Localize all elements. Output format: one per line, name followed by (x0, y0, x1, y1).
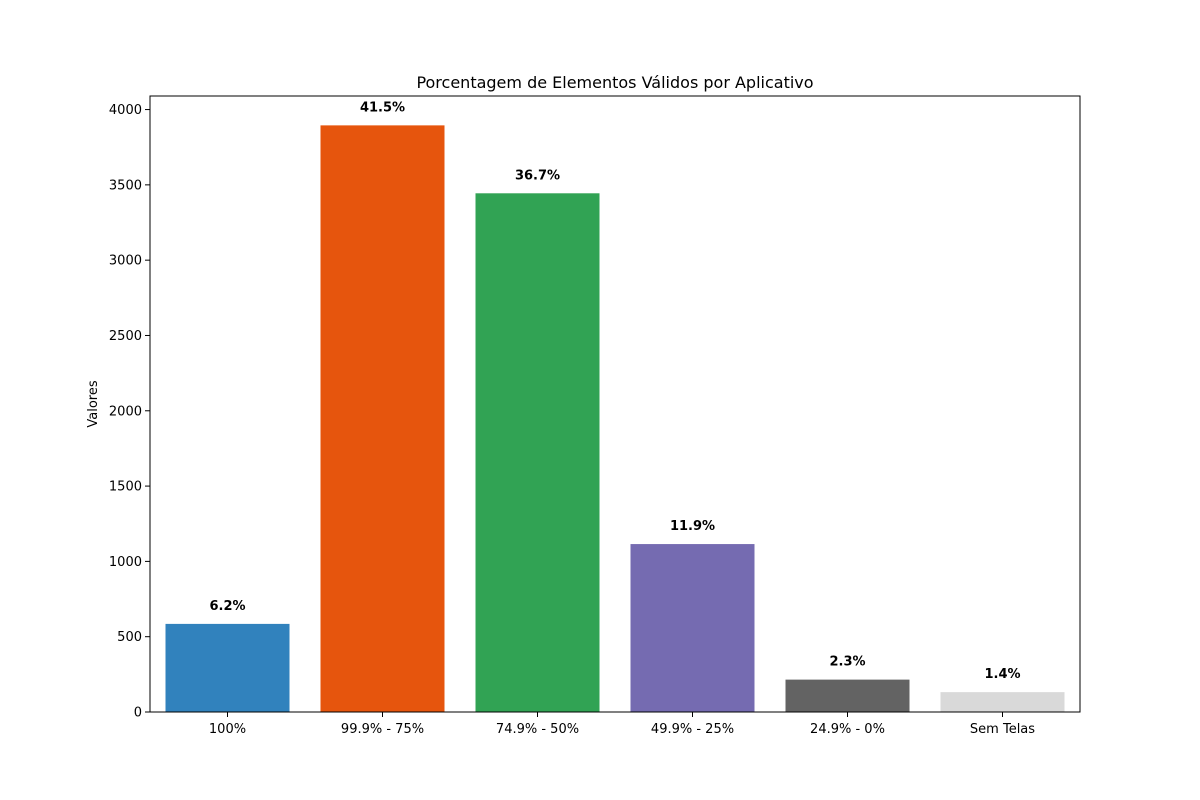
bar-value-label-5: 1.4% (984, 667, 1020, 682)
x-tick-label-0: 100% (209, 722, 246, 737)
y-tick-label-1: 500 (117, 630, 142, 645)
chart-title: Porcentagem de Elementos Válidos por Apl… (416, 73, 813, 92)
y-tick-label-5: 2500 (109, 329, 142, 344)
bar-value-label-0: 6.2% (209, 599, 245, 614)
bar-4 (785, 679, 910, 712)
bar-0 (165, 623, 290, 712)
bar-value-label-1: 41.5% (360, 100, 405, 115)
bar-2 (475, 193, 600, 712)
bar-1 (320, 125, 445, 712)
x-tick-label-4: 24.9% - 0% (810, 722, 885, 737)
axes-frame (149, 95, 1081, 713)
y-tick-label-4: 2000 (109, 404, 142, 419)
y-tick-label-2: 1000 (109, 555, 142, 570)
x-tick-label-1: 99.9% - 75% (341, 722, 424, 737)
x-tick-label-3: 49.9% - 25% (651, 722, 734, 737)
bar-value-label-4: 2.3% (829, 655, 865, 670)
y-tick-label-7: 3500 (109, 178, 142, 193)
x-tick-label-2: 74.9% - 50% (496, 722, 579, 737)
bar-5 (940, 692, 1065, 712)
y-axis-label: Valores (86, 380, 101, 427)
y-tick-label-0: 0 (134, 706, 142, 721)
x-tick-label-5: Sem Telas (970, 722, 1035, 737)
bar-3 (630, 544, 755, 712)
y-tick-label-8: 4000 (109, 103, 142, 118)
bar-value-label-2: 36.7% (515, 168, 560, 183)
y-tick-label-3: 1500 (109, 480, 142, 495)
bar-value-label-3: 11.9% (670, 519, 715, 534)
plot-area: 0 500 1000 1500 2000 2500 3000 3500 4000 100% 99.9… (109, 95, 1081, 737)
y-tick-label-6: 3000 (109, 254, 142, 269)
